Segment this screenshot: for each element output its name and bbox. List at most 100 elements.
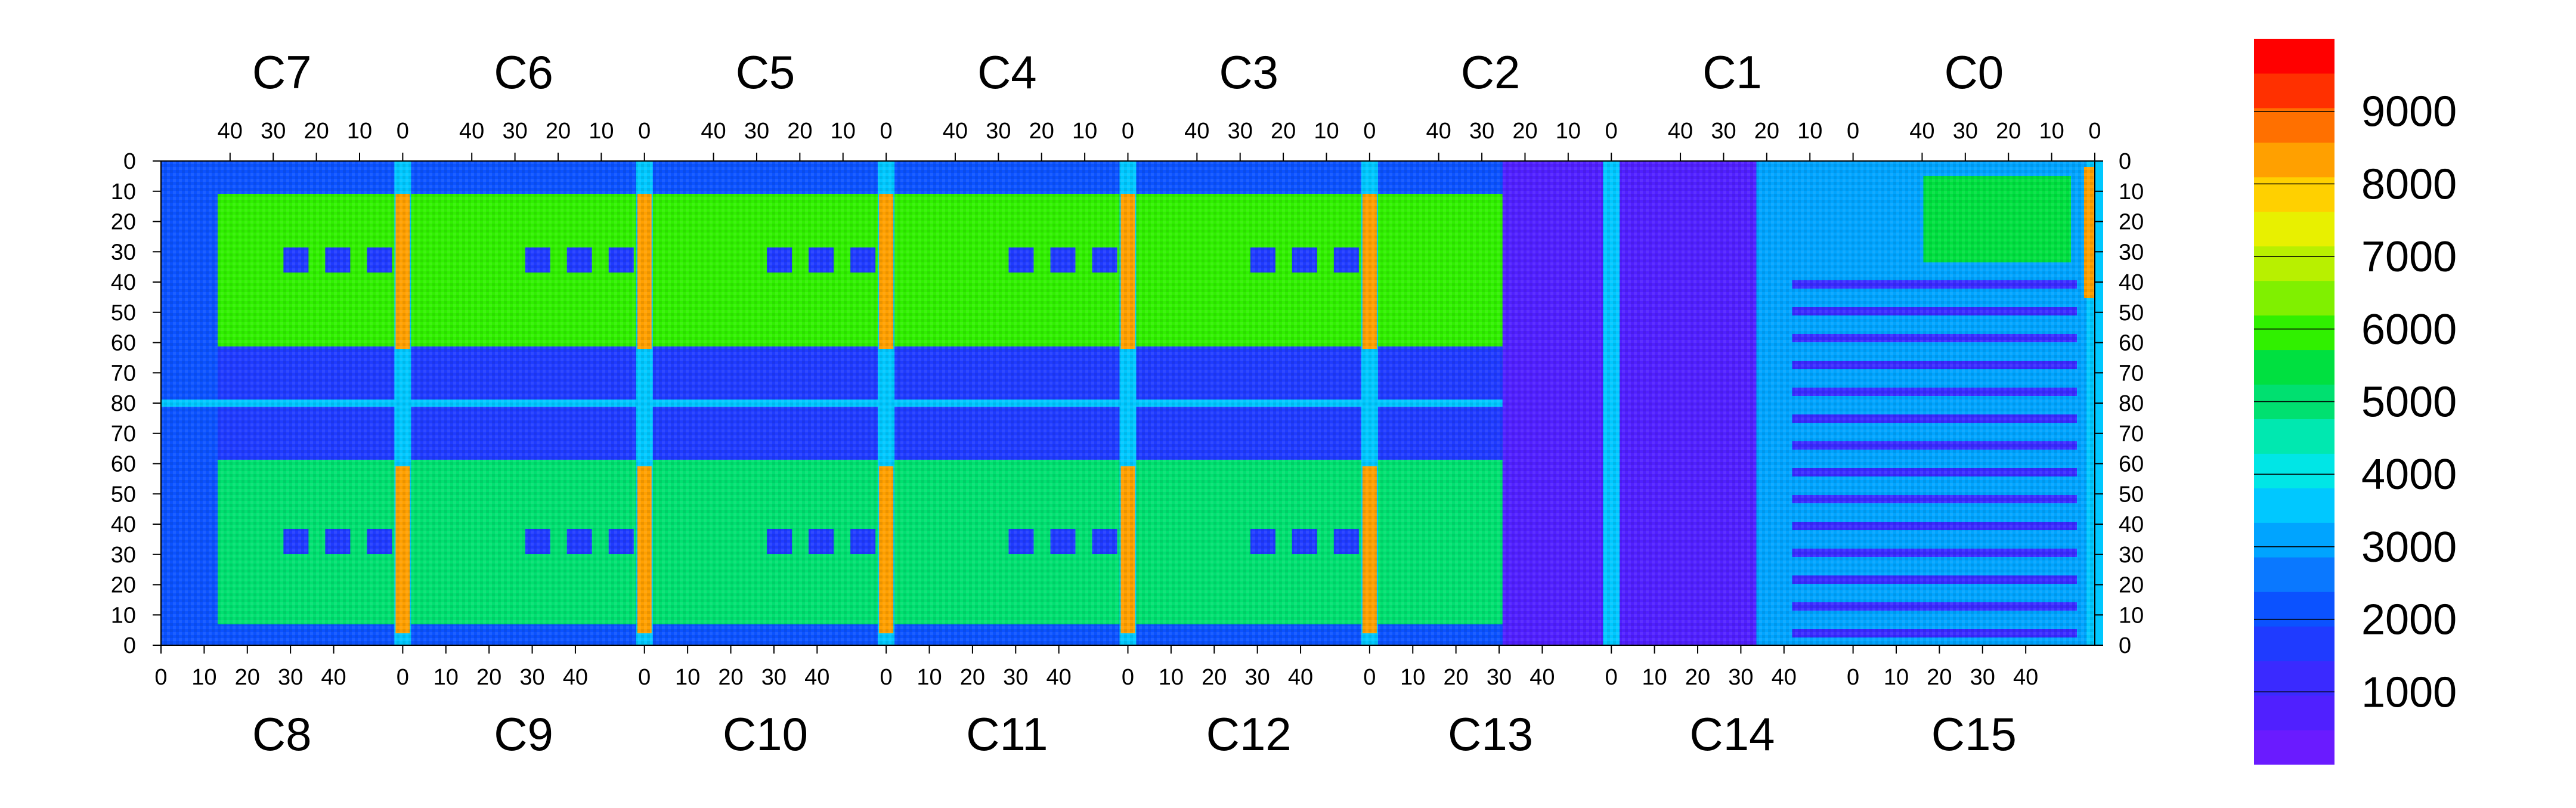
chip-label-bottom: C8	[252, 708, 312, 760]
chip-label-bottom: C14	[1689, 708, 1775, 760]
colorbar-tick-label: 9000	[2361, 88, 2457, 136]
colorbar-tick-label: 2000	[2361, 596, 2457, 644]
top-axis-tick-label: 0	[1847, 119, 1859, 144]
top-axis-tick-label: 20	[1512, 119, 1537, 144]
right-axis-tick-label: 10	[2119, 603, 2144, 628]
colorbar-tick-label: 5000	[2361, 379, 2457, 426]
colorbar-tick-label: 3000	[2361, 524, 2457, 571]
top-axis-tick-label: 0	[1363, 119, 1376, 144]
colorbar-segment	[2254, 73, 2334, 109]
bottom-axis-tick-label: 10	[191, 665, 216, 690]
top-axis-tick-label: 10	[2039, 119, 2064, 144]
top-axis-tick-label: 10	[1314, 119, 1339, 144]
bottom-axis-tick-label: 40	[563, 665, 588, 690]
right-axis-tick-label: 20	[2119, 573, 2144, 598]
bottom-axis-tick-label: 30	[1487, 665, 1512, 690]
top-axis-tick-label: 0	[1605, 119, 1618, 144]
left-axis-tick-label: 80	[111, 391, 136, 416]
left-axis-tick-label: 10	[111, 603, 136, 628]
bottom-axis-tick-label: 40	[1530, 665, 1555, 690]
right-axis-tick-label: 30	[2119, 240, 2144, 265]
bottom-axis-tick-label: 10	[1642, 665, 1667, 690]
top-axis-tick-label: 20	[546, 119, 571, 144]
top-axis-tick-label: 20	[1996, 119, 2021, 144]
top-axis-tick-label: 30	[261, 119, 286, 144]
chip-label-top: C0	[1944, 46, 2004, 98]
bottom-axis-tick-label: 10	[917, 665, 942, 690]
right-axis-tick-label: 80	[2119, 391, 2144, 416]
bottom-axis-tick-label: 40	[1772, 665, 1797, 690]
top-axis-tick-label: 10	[1556, 119, 1581, 144]
right-axis-tick-label: 60	[2119, 452, 2144, 477]
bottom-axis-tick-label: 10	[1159, 665, 1184, 690]
top-axis-tick-label: 0	[638, 119, 651, 144]
bottom-axis-tick-label: 0	[1122, 665, 1134, 690]
top-axis-tick-label: 30	[986, 119, 1011, 144]
right-axis-tick-label: 0	[2119, 149, 2131, 174]
colorbar-segment	[2254, 211, 2334, 247]
colorbar-segment	[2254, 39, 2334, 74]
bottom-axis-tick-label: 10	[434, 665, 459, 690]
colorbar-segment	[2254, 315, 2334, 351]
bottom-axis-tick-label: 10	[675, 665, 700, 690]
bottom-axis-tick-label: 30	[1970, 665, 1995, 690]
left-axis-tick-label: 30	[111, 240, 136, 265]
left-axis-tick-label: 20	[111, 573, 136, 598]
chip-label-top: C5	[736, 46, 795, 98]
axes: C7 C6 C5 C4 C3 C2 C1 C0 C8 C9 C10 C11 C12 C13 C14 C15 40…	[111, 46, 2144, 760]
top-axis-tick-label: 40	[1909, 119, 1934, 144]
top-axis-tick-label: 0	[880, 119, 893, 144]
top-axis-tick-label: 10	[1797, 119, 1822, 144]
chip-label-bottom: C12	[1206, 708, 1292, 760]
bottom-axis-tick-label: 0	[638, 665, 651, 690]
top-axis-tick-label: 10	[831, 119, 856, 144]
right-axis-tick-label: 0	[2119, 633, 2131, 658]
top-axis-tick-label: 40	[1668, 119, 1693, 144]
colorbar-tick-label: 8000	[2361, 160, 2457, 208]
bottom-axis-tick-label: 0	[1363, 665, 1376, 690]
top-axis-tick-label: 30	[1953, 119, 1978, 144]
chip-label-bottom: C13	[1448, 708, 1533, 760]
colorbar-tick-label: 1000	[2361, 668, 2457, 716]
top-axis-tick-label: 40	[701, 119, 726, 144]
top-axis-tick-label: 30	[1228, 119, 1253, 144]
heatmap-body	[160, 160, 2103, 646]
right-axis-tick-label: 10	[2119, 179, 2144, 205]
left-axis-tick-label: 30	[111, 543, 136, 568]
bottom-axis-tick-label: 40	[321, 665, 346, 690]
bottom-axis-tick-label: 20	[1685, 665, 1710, 690]
left-axis-tick-label: 70	[111, 361, 136, 386]
right-axis-tick-label: 40	[2119, 270, 2144, 295]
top-axis-tick-label: 10	[1072, 119, 1097, 144]
left-axis-tick-label: 40	[111, 512, 136, 537]
bottom-axis-tick-label: 30	[278, 665, 303, 690]
left-axis-tick-label: 0	[123, 633, 136, 658]
left-axis-tick-label: 70	[111, 422, 136, 447]
bottom-axis-tick-label: 40	[1288, 665, 1313, 690]
right-axis-tick-label: 50	[2119, 482, 2144, 507]
top-axis-tick-label: 40	[943, 119, 968, 144]
top-axis-tick-label: 30	[1711, 119, 1736, 144]
colorbar-segment	[2254, 419, 2334, 454]
top-axis-tick-label: 10	[589, 119, 614, 144]
bottom-axis-tick-label: 0	[1605, 665, 1618, 690]
top-axis-tick-label: 40	[1426, 119, 1451, 144]
top-axis-tick-label: 20	[304, 119, 329, 144]
colorbar-segment	[2254, 246, 2334, 281]
colorbar-segment	[2254, 280, 2334, 316]
bottom-axis-tick-label: 0	[880, 665, 893, 690]
bottom-axis-tick-label: 30	[1245, 665, 1270, 690]
bottom-axis-tick-label: 20	[960, 665, 985, 690]
top-axis-tick-label: 20	[1029, 119, 1054, 144]
chip-label-top: C3	[1219, 46, 1278, 98]
top-axis-tick-label: 0	[1122, 119, 1134, 144]
bottom-axis-tick-label: 20	[1927, 665, 1952, 690]
bottom-axis-tick-label: 20	[718, 665, 743, 690]
colorbar-tick-label: 7000	[2361, 233, 2457, 281]
right-axis-tick-label: 60	[2119, 331, 2144, 356]
colorbar-segment	[2254, 349, 2334, 385]
colorbar-segment	[2254, 488, 2334, 523]
bottom-axis-tick-label: 30	[761, 665, 787, 690]
left-axis-tick-label: 10	[111, 179, 136, 205]
